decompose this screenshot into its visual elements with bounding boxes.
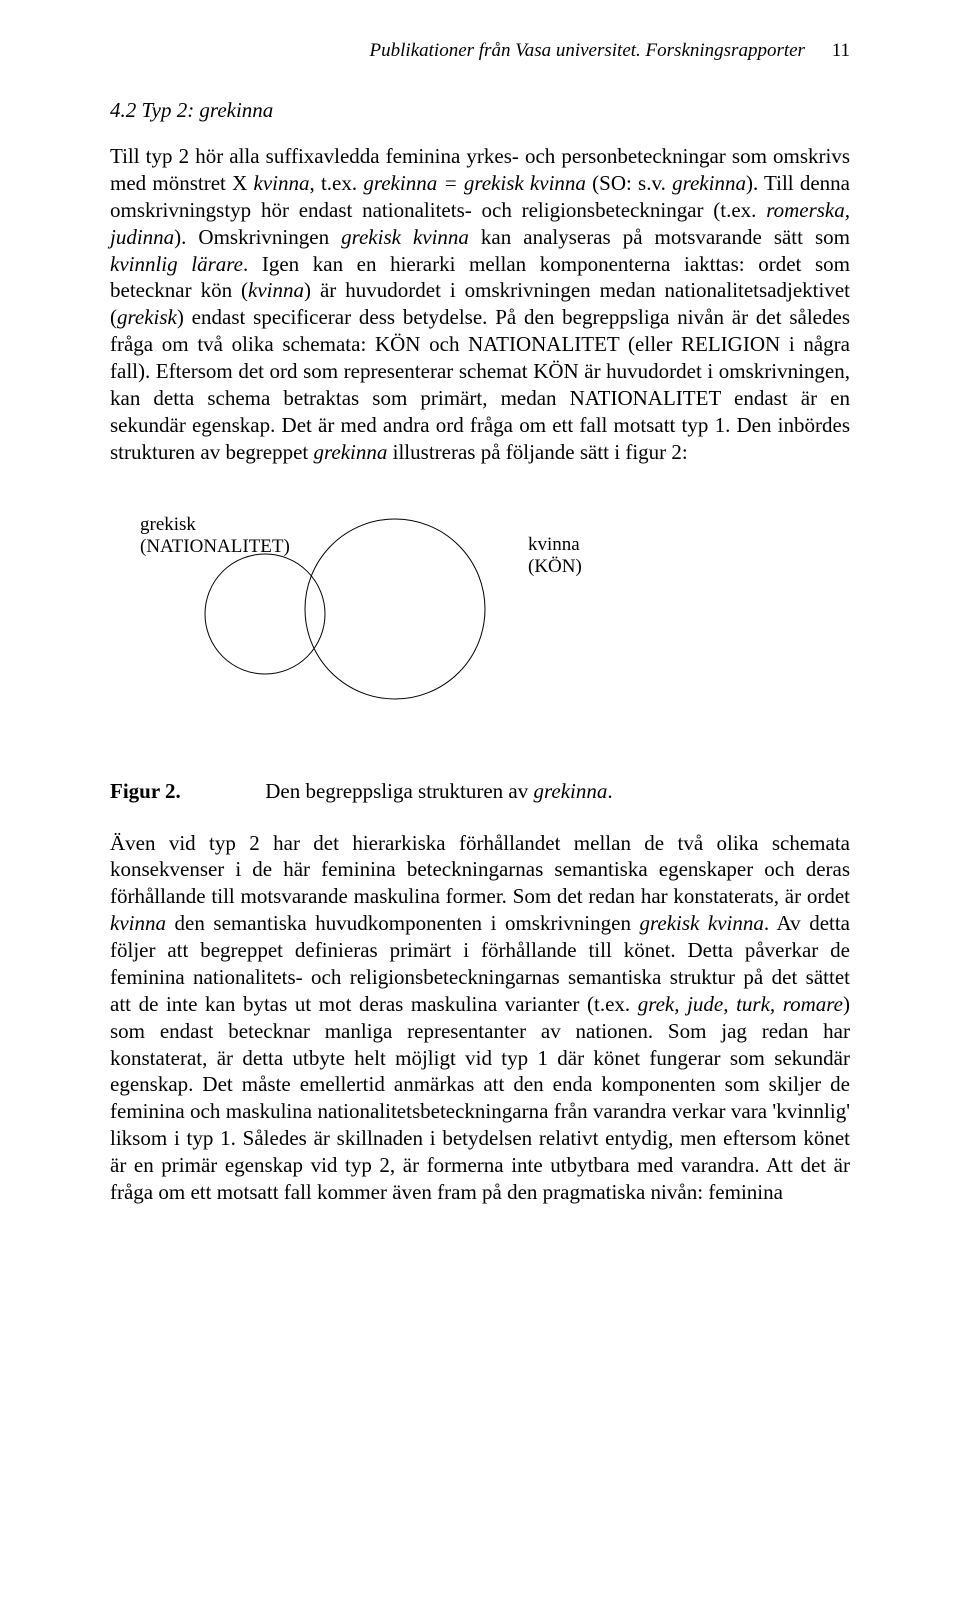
text-run: kan analyseras på motsvarande sätt som xyxy=(481,225,850,249)
fig-right-line1: kvinna xyxy=(528,534,580,555)
figure-caption-number: Figur 2. xyxy=(110,779,260,804)
figure-label-left: grekisk (NATIONALITET) xyxy=(140,514,290,560)
figure-caption: Figur 2. Den begreppsliga strukturen av … xyxy=(110,779,850,804)
text-run: ). Omskrivningen xyxy=(174,225,341,249)
fig-left-line1: grekisk xyxy=(140,514,196,535)
figure-caption-tail: . xyxy=(607,779,612,803)
running-header: Publikationer från Vasa universitet. For… xyxy=(110,40,850,62)
italic-run: kvinna xyxy=(248,278,304,302)
figure-label-right: kvinna (KÖN) xyxy=(528,534,582,580)
italic-run: grekinna xyxy=(314,440,393,464)
italic-run: grekinna = grekisk kvinna xyxy=(363,171,592,195)
text-run: , t.ex. xyxy=(309,171,363,195)
text-run: Även vid typ 2 har det hierarkiska förhå… xyxy=(110,831,850,909)
fig-left-line2: (NATIONALITET) xyxy=(140,536,290,557)
text-run: (SO: s.v. xyxy=(592,171,672,195)
italic-run: grekisk kvinna xyxy=(640,911,764,935)
body-paragraph-1: Till typ 2 hör alla suffixavledda femini… xyxy=(110,143,850,466)
figure-caption-plain: Den begreppsliga strukturen av xyxy=(265,779,533,803)
fig-right-line2: (KÖN) xyxy=(528,556,582,577)
text-run: ) som endast betecknar manliga represent… xyxy=(110,992,850,1204)
italic-run: kvinna xyxy=(110,911,175,935)
italic-run: kvinnlig lärare xyxy=(110,252,243,276)
text-run: illustreras på följande sätt i figur 2: xyxy=(393,440,688,464)
figure-caption-em: grekinna xyxy=(534,779,608,803)
italic-run: grekisk kvinna xyxy=(341,225,481,249)
body-paragraph-2: Även vid typ 2 har det hierarkiska förhå… xyxy=(110,830,850,1206)
italic-run: grek, jude, turk, romare xyxy=(638,992,843,1016)
figure-caption-text: Den begreppsliga strukturen av grekinna. xyxy=(265,779,612,803)
text-run: den semantiska huvudkomponenten i omskri… xyxy=(175,911,640,935)
page-number: 11 xyxy=(810,40,850,61)
italic-run: grekisk xyxy=(117,305,177,329)
italic-run: grekinna xyxy=(672,171,746,195)
page-container: Publikationer från Vasa universitet. For… xyxy=(0,0,960,1280)
section-heading: 4.2 Typ 2: grekinna xyxy=(110,98,850,123)
italic-run: kvinna xyxy=(254,171,310,195)
figure-2: grekisk (NATIONALITET) kvinna (KÖN) xyxy=(110,514,850,709)
running-header-title: Publikationer från Vasa universitet. For… xyxy=(370,40,805,61)
